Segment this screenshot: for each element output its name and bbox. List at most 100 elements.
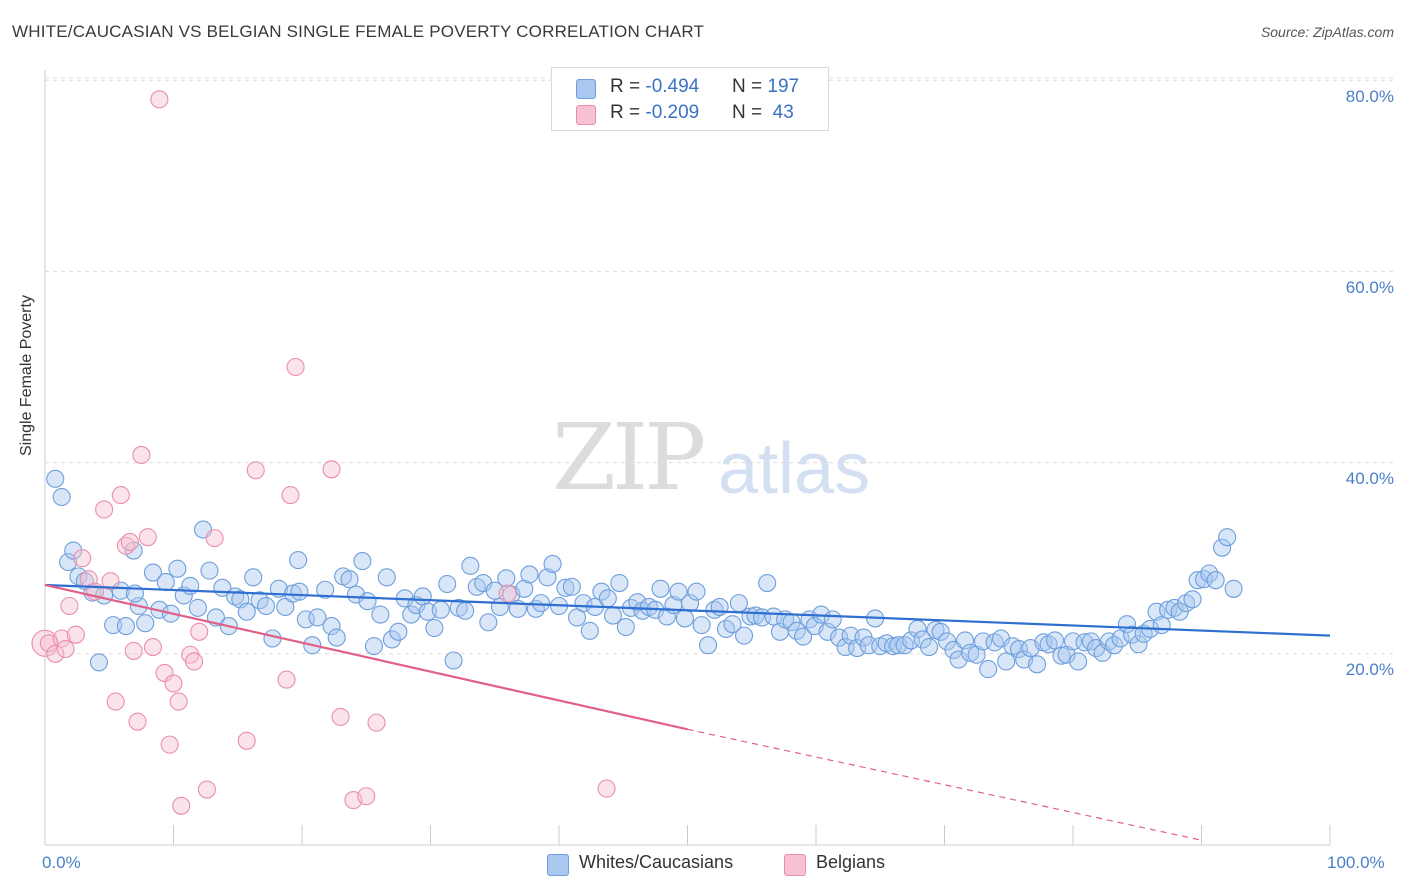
whites-point xyxy=(1183,590,1202,609)
whites-point xyxy=(188,598,207,617)
whites-point xyxy=(389,622,408,641)
belgians-point xyxy=(237,731,256,750)
whites-point xyxy=(520,565,539,584)
belgians-point xyxy=(46,644,65,663)
belgians-point xyxy=(281,486,300,505)
belgians-point xyxy=(357,787,376,806)
whites-point xyxy=(1224,579,1243,598)
belgians-point xyxy=(111,486,130,505)
correlation-legend: R = -0.494 N = 197 R = -0.209 N = 43 xyxy=(551,67,829,131)
gridlines xyxy=(45,77,1393,655)
whites-point xyxy=(729,594,748,613)
whites-point xyxy=(531,594,551,613)
whites-point xyxy=(913,630,932,649)
whites-point xyxy=(89,653,109,672)
legend-row-belgians: R = -0.209 N = 43 xyxy=(576,102,794,212)
whites-point xyxy=(1213,538,1232,557)
belgians-point xyxy=(277,670,296,689)
whites-point xyxy=(237,602,256,621)
belgians-point xyxy=(138,528,157,547)
whites-point xyxy=(168,559,187,578)
whites-points xyxy=(46,469,1243,679)
whites-point xyxy=(997,652,1016,671)
whites-point xyxy=(610,574,629,593)
legend-n-value: 43 xyxy=(767,102,794,123)
bottom-legend-whites-label: Whites/Caucasians xyxy=(579,852,734,872)
belgians-point xyxy=(498,584,517,603)
legend-r-value: -0.209 xyxy=(645,102,700,123)
whites-point xyxy=(444,651,463,670)
whites-point xyxy=(830,628,849,647)
whites-point xyxy=(628,593,647,612)
y-tick-20: 20.0% xyxy=(1345,660,1394,679)
whites-point xyxy=(758,574,777,593)
whites-point xyxy=(371,605,390,624)
whites-point xyxy=(675,609,694,628)
whites-point xyxy=(920,638,939,657)
whites-point xyxy=(562,577,581,596)
belgians-point xyxy=(164,674,183,693)
belgians-point xyxy=(73,549,92,568)
whites-point xyxy=(413,587,432,606)
legend-r-value: -0.494 xyxy=(645,76,700,97)
whites-point xyxy=(543,554,562,573)
belgians-point xyxy=(286,357,305,377)
whites-point xyxy=(699,636,718,655)
belgians-points xyxy=(31,90,616,815)
bottom-legend-belgians: Belgians xyxy=(784,852,885,876)
whites-point xyxy=(515,579,534,598)
whites-point xyxy=(104,616,123,635)
belgians-point xyxy=(143,638,162,657)
belgians-point xyxy=(160,735,179,754)
whites-point xyxy=(289,551,308,570)
whites-point xyxy=(200,561,219,580)
legend-n-label: N = xyxy=(732,102,768,123)
legend-n-label: N = xyxy=(732,76,768,97)
whites-point xyxy=(556,578,575,597)
whites-point xyxy=(322,617,341,636)
watermark-atlas: atlas xyxy=(718,429,871,509)
axes xyxy=(44,70,1331,846)
legend-n-value: 197 xyxy=(767,76,800,97)
belgians-point xyxy=(205,529,224,548)
belgians-point xyxy=(60,596,79,616)
belgians-point xyxy=(56,639,75,659)
belgians-trend-line xyxy=(44,583,688,731)
belgians-point xyxy=(185,652,204,671)
whites-point xyxy=(949,650,968,669)
belgians-point xyxy=(246,461,265,480)
whites-point xyxy=(1069,652,1088,671)
belgians-point xyxy=(120,532,139,551)
whites-point xyxy=(497,569,516,588)
belgians-point xyxy=(322,460,341,479)
whites-point xyxy=(764,607,783,626)
whites-point xyxy=(377,568,396,587)
belgians-point xyxy=(106,692,125,711)
trend-lines xyxy=(44,583,1331,841)
whites-point xyxy=(316,580,335,599)
belgians-point xyxy=(155,663,174,682)
whites-trend-line xyxy=(44,583,1331,637)
whites-point xyxy=(669,582,688,601)
whites-point xyxy=(116,617,136,636)
whites-point xyxy=(734,626,754,645)
whites-point xyxy=(479,613,498,632)
whites-point xyxy=(681,594,700,613)
whites-point xyxy=(651,579,670,598)
belgians-swatch xyxy=(576,105,596,125)
whites-point xyxy=(692,616,711,635)
y-tick-80: 80.0% xyxy=(1345,87,1394,106)
whites-point xyxy=(276,597,295,617)
belgians-point xyxy=(367,713,386,732)
whites-swatch xyxy=(576,79,596,99)
whites-point xyxy=(244,568,263,587)
whites-point xyxy=(1200,564,1219,583)
belgians-point xyxy=(132,445,151,465)
watermark-zip: ZIP xyxy=(552,404,706,511)
chart-title: WHITE/CAUCASIAN VS BELGIAN SINGLE FEMALE… xyxy=(12,22,705,41)
belgians-point xyxy=(197,780,216,799)
belgians-point xyxy=(597,779,616,798)
whites-point xyxy=(256,596,276,616)
whites-point xyxy=(382,630,402,649)
whites-point xyxy=(438,574,457,594)
